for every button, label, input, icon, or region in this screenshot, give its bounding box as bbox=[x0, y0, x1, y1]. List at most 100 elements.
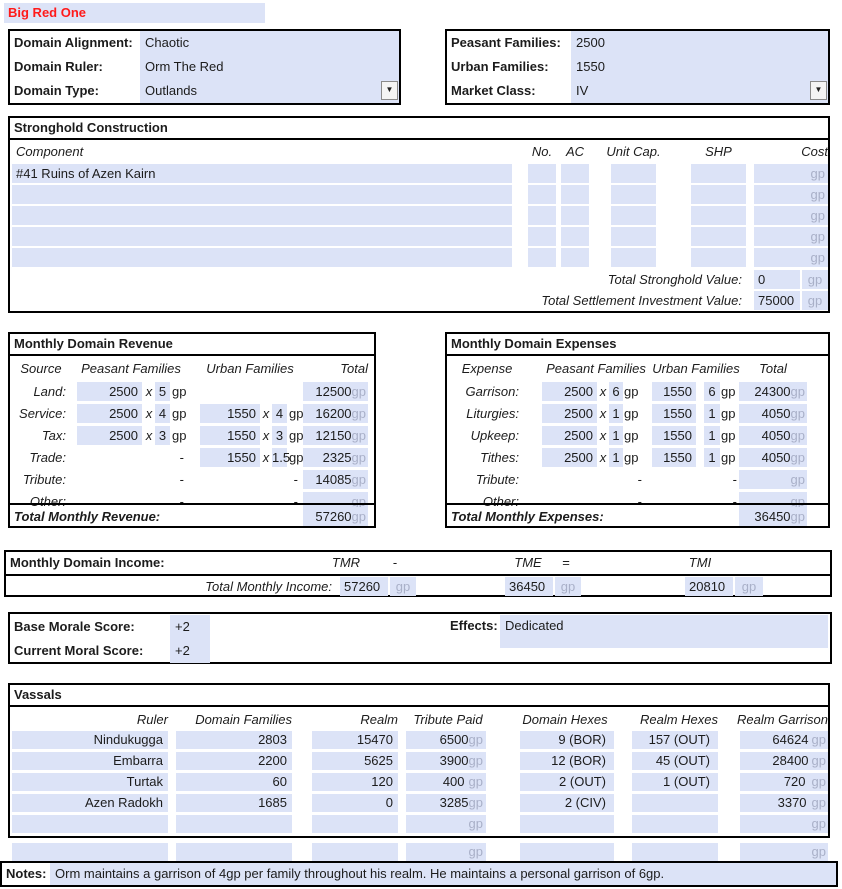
domain-name-cell[interactable]: Big Red One bbox=[4, 3, 265, 23]
urban-families-cell[interactable]: 1550 bbox=[200, 404, 260, 423]
domain-type-dropdown-button[interactable]: ▼ bbox=[381, 81, 398, 100]
shp-cell[interactable] bbox=[691, 185, 746, 204]
realm-hexes-cell[interactable]: 45 (OUT) bbox=[632, 752, 718, 770]
component-cell[interactable] bbox=[12, 206, 512, 225]
peasant-families-cell[interactable]: 2500 bbox=[77, 382, 142, 401]
realm-garrison-cell[interactable]: 3370 gp bbox=[740, 794, 828, 812]
urban-rate-cell[interactable]: 4 bbox=[272, 404, 287, 423]
urban-families-cell[interactable]: 1550 bbox=[652, 448, 696, 467]
ac-cell[interactable] bbox=[561, 164, 589, 183]
ac-cell[interactable] bbox=[561, 227, 589, 246]
peasant-families-cell[interactable]: 2500 bbox=[77, 426, 142, 445]
unit-cap-cell[interactable] bbox=[611, 227, 656, 246]
peasant-families-cell[interactable]: 2500 bbox=[542, 426, 597, 445]
urban-rate-cell[interactable]: 1 bbox=[704, 448, 720, 467]
domain-hexes-cell[interactable]: 2 (CIV) bbox=[520, 794, 614, 812]
peasant-rate-cell[interactable]: 1 bbox=[609, 426, 623, 445]
urban-families-cell[interactable]: 1550 bbox=[652, 426, 696, 445]
shp-cell[interactable] bbox=[691, 227, 746, 246]
no-cell[interactable] bbox=[528, 164, 556, 183]
ac-cell[interactable] bbox=[561, 206, 589, 225]
component-cell[interactable]: #41 Ruins of Azen Kairn bbox=[12, 164, 512, 183]
realm-garrison-cell[interactable]: 28400 gp bbox=[740, 752, 828, 770]
component-cell[interactable] bbox=[12, 227, 512, 246]
unit-cap-cell[interactable] bbox=[611, 185, 656, 204]
component-cell[interactable] bbox=[12, 185, 512, 204]
unit-cap-cell[interactable] bbox=[611, 248, 656, 267]
market-class-dropdown-button[interactable]: ▼ bbox=[810, 81, 827, 100]
peasant-families-cell[interactable]: 2500 bbox=[542, 404, 597, 423]
domain-families-cell[interactable]: 2803 bbox=[176, 731, 292, 749]
urban-rate-cell[interactable]: 6 bbox=[704, 382, 720, 401]
tribute-paid-cell[interactable]: gp bbox=[406, 843, 486, 861]
vassal-ruler-cell[interactable]: Turtak bbox=[12, 773, 168, 791]
realm-hexes-cell[interactable] bbox=[632, 794, 718, 812]
unit-cap-cell[interactable] bbox=[611, 206, 656, 225]
vassal-ruler-cell[interactable] bbox=[12, 843, 168, 861]
cost-cell[interactable]: gp bbox=[754, 164, 828, 183]
urban-families-cell[interactable]: 1550 bbox=[200, 448, 260, 467]
shp-cell[interactable] bbox=[691, 248, 746, 267]
peasant-rate-cell[interactable]: 3 bbox=[155, 426, 170, 445]
realm-families-cell[interactable] bbox=[312, 815, 398, 833]
component-cell[interactable] bbox=[12, 248, 512, 267]
ac-cell[interactable] bbox=[561, 248, 589, 267]
realm-garrison-cell[interactable]: 64624 gp bbox=[740, 731, 828, 749]
peasant-rate-cell[interactable]: 1 bbox=[609, 404, 623, 423]
settlement-investment-value[interactable]: 75000 bbox=[754, 291, 800, 310]
domain-hexes-cell[interactable] bbox=[520, 843, 614, 861]
domain-families-cell[interactable]: 60 bbox=[176, 773, 292, 791]
effects-cell[interactable]: Dedicated bbox=[500, 615, 828, 648]
current-morale-cell[interactable]: +2 bbox=[170, 639, 210, 663]
unit-cap-cell[interactable] bbox=[611, 164, 656, 183]
market-class-cell[interactable]: IV ▼ bbox=[571, 79, 828, 103]
domain-hexes-cell[interactable] bbox=[520, 815, 614, 833]
peasant-families-cell[interactable]: 2500 bbox=[542, 448, 597, 467]
urban-rate-cell[interactable]: 1 bbox=[704, 404, 720, 423]
ac-cell[interactable] bbox=[561, 185, 589, 204]
peasant-families-cell[interactable]: 2500 bbox=[77, 404, 142, 423]
urban-families-cell[interactable]: 1550 bbox=[652, 404, 696, 423]
urban-families-cell[interactable]: 1550 bbox=[571, 55, 828, 79]
vassal-ruler-cell[interactable]: Nindukugga bbox=[12, 731, 168, 749]
peasant-families-cell[interactable]: 2500 bbox=[571, 31, 828, 55]
domain-type-cell[interactable]: Outlands ▼ bbox=[140, 79, 399, 103]
realm-garrison-cell[interactable]: 720 gp bbox=[740, 773, 828, 791]
peasant-rate-cell[interactable]: 1 bbox=[609, 448, 623, 467]
urban-families-cell[interactable]: 1550 bbox=[200, 426, 260, 445]
tribute-paid-cell[interactable]: 3285 gp bbox=[406, 794, 486, 812]
cost-cell[interactable]: gp bbox=[754, 227, 828, 246]
cost-cell[interactable]: gp bbox=[754, 206, 828, 225]
total-cell[interactable]: gp bbox=[739, 492, 807, 511]
urban-families-cell[interactable]: 1550 bbox=[652, 382, 696, 401]
realm-families-cell[interactable]: 0 bbox=[312, 794, 398, 812]
peasant-rate-cell[interactable]: 5 bbox=[155, 382, 170, 401]
domain-families-cell[interactable]: 2200 bbox=[176, 752, 292, 770]
cost-cell[interactable]: gp bbox=[754, 248, 828, 267]
no-cell[interactable] bbox=[528, 206, 556, 225]
realm-hexes-cell[interactable]: 1 (OUT) bbox=[632, 773, 718, 791]
realm-families-cell[interactable]: 15470 bbox=[312, 731, 398, 749]
total-cell[interactable]: gp bbox=[739, 470, 807, 489]
domain-hexes-cell[interactable]: 2 (OUT) bbox=[520, 773, 614, 791]
vassal-ruler-cell[interactable]: Azen Radokh bbox=[12, 794, 168, 812]
realm-families-cell[interactable]: 5625 bbox=[312, 752, 398, 770]
domain-families-cell[interactable] bbox=[176, 815, 292, 833]
domain-families-cell[interactable]: 1685 bbox=[176, 794, 292, 812]
no-cell[interactable] bbox=[528, 227, 556, 246]
realm-families-cell[interactable] bbox=[312, 843, 398, 861]
no-cell[interactable] bbox=[528, 248, 556, 267]
peasant-rate-cell[interactable]: 4 bbox=[155, 404, 170, 423]
no-cell[interactable] bbox=[528, 185, 556, 204]
peasant-families-cell[interactable]: 2500 bbox=[542, 382, 597, 401]
tribute-paid-cell[interactable]: 6500 gp bbox=[406, 731, 486, 749]
realm-hexes-cell[interactable]: 157 (OUT) bbox=[632, 731, 718, 749]
domain-hexes-cell[interactable]: 12 (BOR) bbox=[520, 752, 614, 770]
realm-hexes-cell[interactable] bbox=[632, 815, 718, 833]
realm-garrison-cell[interactable]: gp bbox=[740, 815, 828, 833]
urban-rate-cell[interactable]: 3 bbox=[272, 426, 287, 445]
urban-rate-cell[interactable]: 1.5 bbox=[272, 448, 291, 467]
realm-garrison-cell[interactable]: gp bbox=[740, 843, 828, 861]
cost-cell[interactable]: gp bbox=[754, 185, 828, 204]
base-morale-cell[interactable]: +2 bbox=[170, 615, 210, 639]
